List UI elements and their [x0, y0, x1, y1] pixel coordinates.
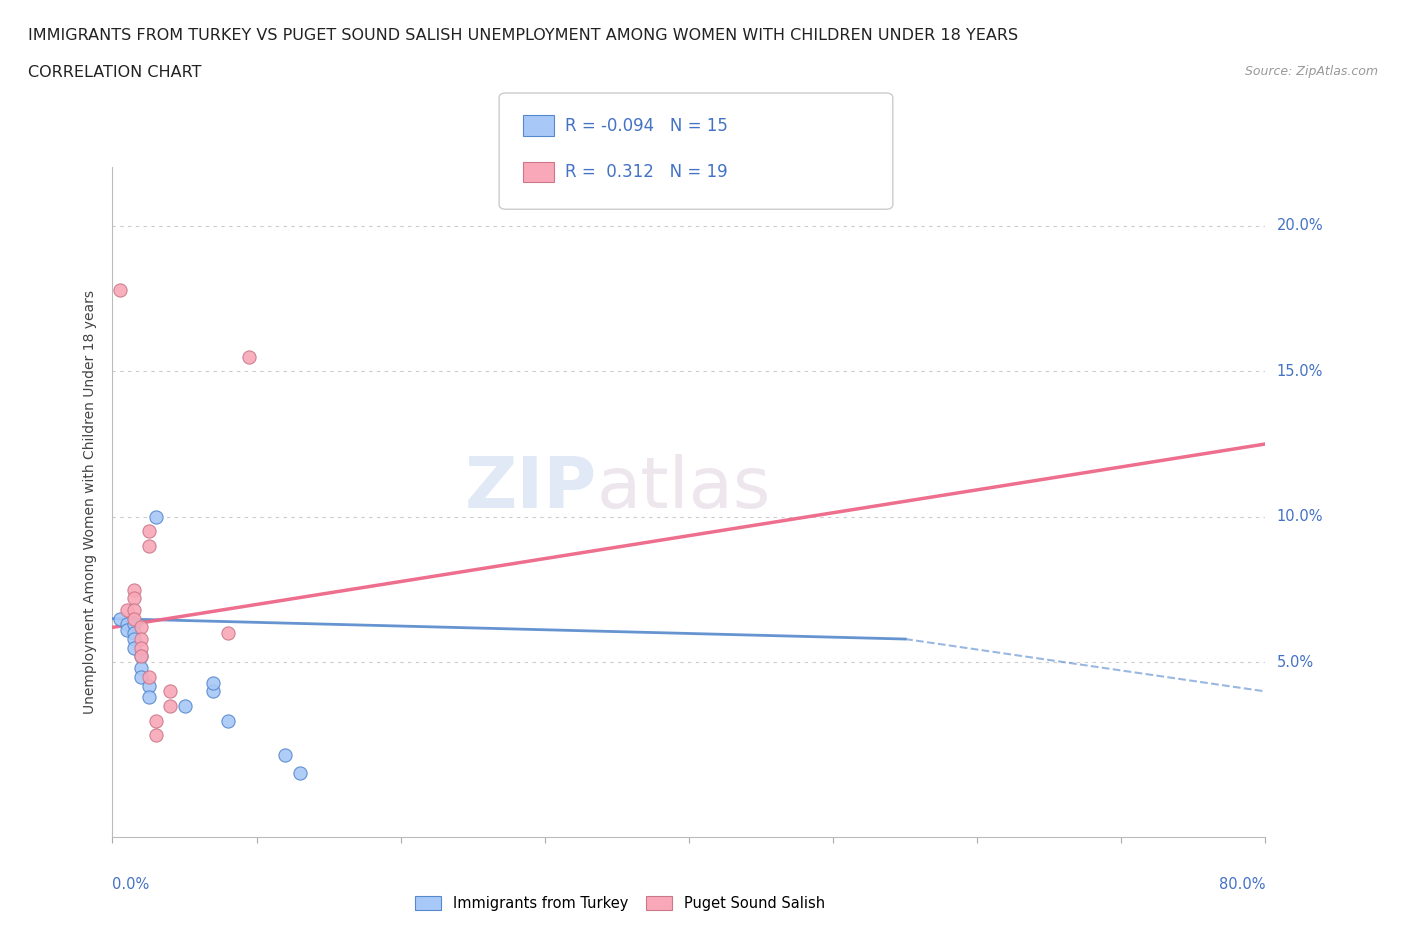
Point [202, 684, 225, 698]
Point [145, 510, 167, 525]
Text: 20.0%: 20.0% [1277, 219, 1323, 233]
Point [122, 603, 145, 618]
Text: Source: ZipAtlas.com: Source: ZipAtlas.com [1244, 65, 1378, 78]
Point [138, 524, 160, 538]
Text: 5.0%: 5.0% [1277, 655, 1315, 670]
Text: CORRELATION CHART: CORRELATION CHART [28, 65, 201, 80]
Point [129, 620, 153, 635]
Point [108, 611, 131, 626]
Point [217, 626, 239, 641]
Text: 15.0%: 15.0% [1277, 364, 1323, 379]
Point [288, 765, 311, 780]
Point [108, 282, 131, 297]
Point [238, 349, 260, 364]
Text: 0.0%: 0.0% [112, 877, 149, 892]
Point [159, 684, 181, 698]
Point [217, 713, 239, 728]
Text: atlas: atlas [596, 455, 770, 524]
Point [173, 698, 195, 713]
Text: IMMIGRANTS FROM TURKEY VS PUGET SOUND SALISH UNEMPLOYMENT AMONG WOMEN WITH CHILD: IMMIGRANTS FROM TURKEY VS PUGET SOUND SA… [28, 28, 1018, 43]
Text: ZIP: ZIP [464, 455, 596, 524]
Point [129, 660, 153, 675]
Point [159, 698, 181, 713]
Point [122, 611, 145, 626]
Point [129, 670, 153, 684]
Point [129, 641, 153, 656]
Point [115, 617, 138, 631]
Text: 80.0%: 80.0% [1219, 877, 1265, 892]
Legend: Immigrants from Turkey, Puget Sound Salish: Immigrants from Turkey, Puget Sound Sali… [409, 890, 831, 917]
Point [115, 623, 138, 638]
Point [129, 631, 153, 646]
Text: R =  0.312   N = 19: R = 0.312 N = 19 [565, 163, 728, 181]
Point [122, 582, 145, 597]
Point [274, 748, 297, 763]
Y-axis label: Unemployment Among Women with Children Under 18 years: Unemployment Among Women with Children U… [83, 290, 97, 714]
Point [202, 675, 225, 690]
Text: 10.0%: 10.0% [1277, 510, 1323, 525]
Point [122, 591, 145, 605]
Point [122, 626, 145, 641]
Point [138, 678, 160, 693]
Point [138, 690, 160, 705]
Point [138, 538, 160, 553]
Point [129, 649, 153, 664]
Point [115, 603, 138, 618]
Point [122, 631, 145, 646]
Point [138, 670, 160, 684]
Point [145, 727, 167, 742]
Point [145, 713, 167, 728]
Point [122, 641, 145, 656]
Point [122, 617, 145, 631]
Point [129, 649, 153, 664]
Text: R = -0.094   N = 15: R = -0.094 N = 15 [565, 116, 728, 135]
